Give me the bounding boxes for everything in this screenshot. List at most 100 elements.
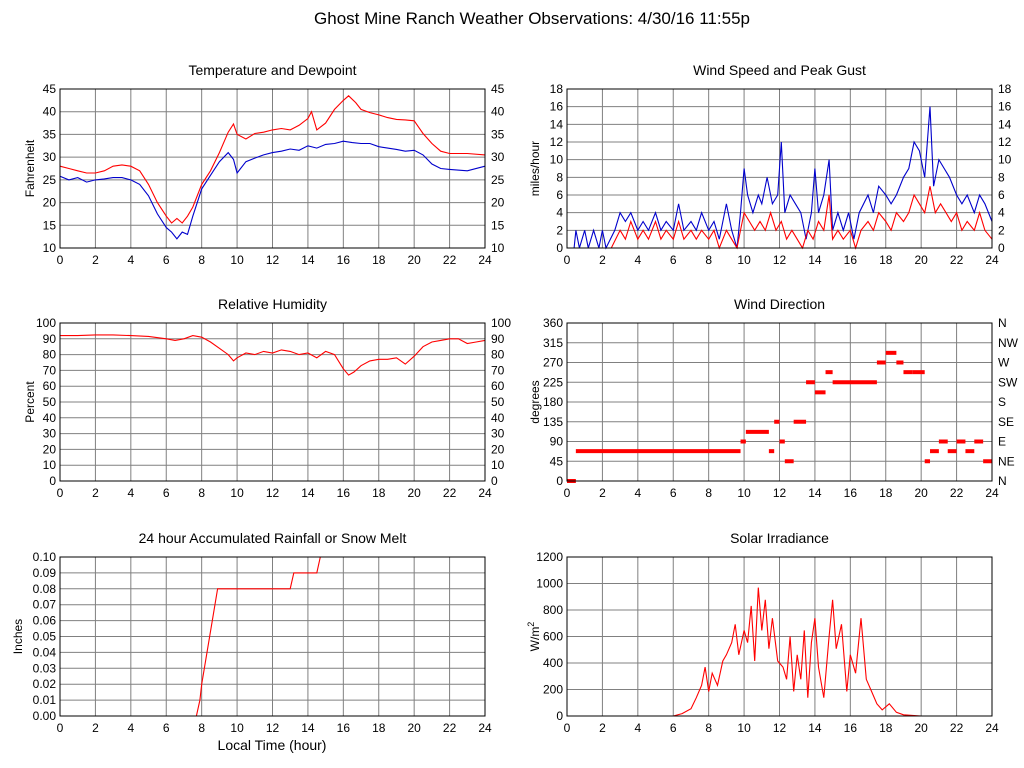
rh-y-tick: 90 xyxy=(43,332,57,346)
solar-frame xyxy=(566,556,993,717)
temp-right-tick: 40 xyxy=(491,105,505,119)
rain-y-tick: 0.08 xyxy=(33,582,57,596)
rain-x-tick: 6 xyxy=(163,721,170,735)
temp-right-tick: 45 xyxy=(491,82,505,96)
dir-x-tick: 10 xyxy=(737,486,751,500)
solar-title: Solar Irradiance xyxy=(730,530,829,546)
rh-x-tick: 14 xyxy=(301,486,315,500)
solar-y-tick: 1000 xyxy=(536,577,563,591)
dir-x-tick: 14 xyxy=(808,486,822,500)
temp-y-tick: 35 xyxy=(43,127,57,141)
rh-series-red xyxy=(60,334,486,376)
rain-x-tick: 20 xyxy=(407,721,421,735)
wind-right-tick: 8 xyxy=(998,170,1005,184)
solar-y-tick: 400 xyxy=(543,656,563,670)
rh-x-tick: 4 xyxy=(127,486,134,500)
temp-x-tick: 8 xyxy=(198,253,205,267)
rh-y-tick: 10 xyxy=(43,458,57,472)
temp-y-tick: 10 xyxy=(43,241,57,255)
temp-right-tick: 10 xyxy=(491,241,505,255)
rain-y-tick: 0.03 xyxy=(33,661,57,675)
temp-x-tick: 4 xyxy=(127,253,134,267)
dir-y-tick: 45 xyxy=(550,454,564,468)
dir-right-tick: W xyxy=(998,356,1010,370)
wind-x-tick: 18 xyxy=(879,253,893,267)
temp-right-tick: 15 xyxy=(491,218,505,232)
rh-right-tick: 30 xyxy=(491,427,505,441)
wind-series-red xyxy=(567,186,993,250)
wind-series-blue xyxy=(567,106,993,250)
temp-x-tick: 22 xyxy=(443,253,457,267)
dir-x-tick: 24 xyxy=(985,486,999,500)
dir-x-tick: 4 xyxy=(634,486,641,500)
rh-right-tick: 50 xyxy=(491,395,505,409)
dir-x-tick: 8 xyxy=(705,486,712,500)
wind-right-tick: 16 xyxy=(998,100,1012,114)
temp-title: Temperature and Dewpoint xyxy=(188,62,356,78)
dir-x-tick: 16 xyxy=(844,486,858,500)
solar-x-tick: 0 xyxy=(564,721,571,735)
dir-x-tick: 12 xyxy=(773,486,787,500)
rh-y-tick: 60 xyxy=(43,379,57,393)
dir-right-tick: N xyxy=(998,316,1007,330)
rh-x-tick: 24 xyxy=(478,486,492,500)
wind-y-tick: 18 xyxy=(550,82,564,96)
wind-right-tick: 2 xyxy=(998,223,1005,237)
dir-right-tick: S xyxy=(998,395,1006,409)
temp-x-tick: 14 xyxy=(301,253,315,267)
dir-x-tick: 18 xyxy=(879,486,893,500)
wind-right-tick: 0 xyxy=(998,241,1005,255)
dir-y-tick: 90 xyxy=(550,435,564,449)
wind-y-tick: 6 xyxy=(556,188,563,202)
dir-right-tick: N xyxy=(998,474,1007,488)
rh-ylabel: Percent xyxy=(23,381,37,423)
rain-x-tick: 0 xyxy=(57,721,64,735)
temp-x-tick: 2 xyxy=(92,253,99,267)
dir-frame xyxy=(566,322,993,482)
rain-series-red xyxy=(60,556,485,717)
solar-x-tick: 4 xyxy=(634,721,641,735)
wind-right-tick: 6 xyxy=(998,188,1005,202)
rh-y-tick: 80 xyxy=(43,348,57,362)
rh-y-tick: 30 xyxy=(43,427,57,441)
dir-right-tick: SW xyxy=(998,375,1018,389)
rh-y-tick: 70 xyxy=(43,363,57,377)
wind-right-tick: 18 xyxy=(998,82,1012,96)
temp-x-tick: 10 xyxy=(230,253,244,267)
wind-x-tick: 12 xyxy=(773,253,787,267)
solar-x-tick: 8 xyxy=(705,721,712,735)
rh-y-tick: 20 xyxy=(43,442,57,456)
dir-right-tick: E xyxy=(998,435,1006,449)
solar-series-red xyxy=(567,587,992,717)
rain-x-tick: 12 xyxy=(266,721,280,735)
temp-series-red xyxy=(59,95,486,224)
temp-x-tick: 18 xyxy=(372,253,386,267)
rain-y-tick: 0.07 xyxy=(33,598,57,612)
wind-right-tick: 14 xyxy=(998,117,1012,131)
rain-x-tick: 22 xyxy=(443,721,457,735)
rh-right-tick: 20 xyxy=(491,442,505,456)
temp-y-tick: 30 xyxy=(43,150,57,164)
solar-x-tick: 10 xyxy=(737,721,751,735)
dir-y-tick: 180 xyxy=(543,395,563,409)
temp-series-blue xyxy=(59,140,486,240)
solar-x-tick: 6 xyxy=(670,721,677,735)
rain-title: 24 hour Accumulated Rainfall or Snow Mel… xyxy=(139,530,407,546)
wind-x-tick: 4 xyxy=(634,253,641,267)
wind-ylabel: miles/hour xyxy=(528,141,542,196)
rain-y-tick: 0.02 xyxy=(33,677,57,691)
wind-title: Wind Speed and Peak Gust xyxy=(693,62,866,78)
dir-x-tick: 6 xyxy=(670,486,677,500)
wind-frame xyxy=(566,88,993,249)
rain-y-tick: 0.01 xyxy=(33,693,57,707)
page-title: Ghost Mine Ranch Weather Observations: 4… xyxy=(314,9,750,28)
temp-x-tick: 24 xyxy=(478,253,492,267)
rain-x-tick: 14 xyxy=(301,721,315,735)
dir-x-tick: 2 xyxy=(599,486,606,500)
rain-y-tick: 0.09 xyxy=(33,566,57,580)
rh-right-tick: 90 xyxy=(491,332,505,346)
temp-y-tick: 40 xyxy=(43,105,57,119)
